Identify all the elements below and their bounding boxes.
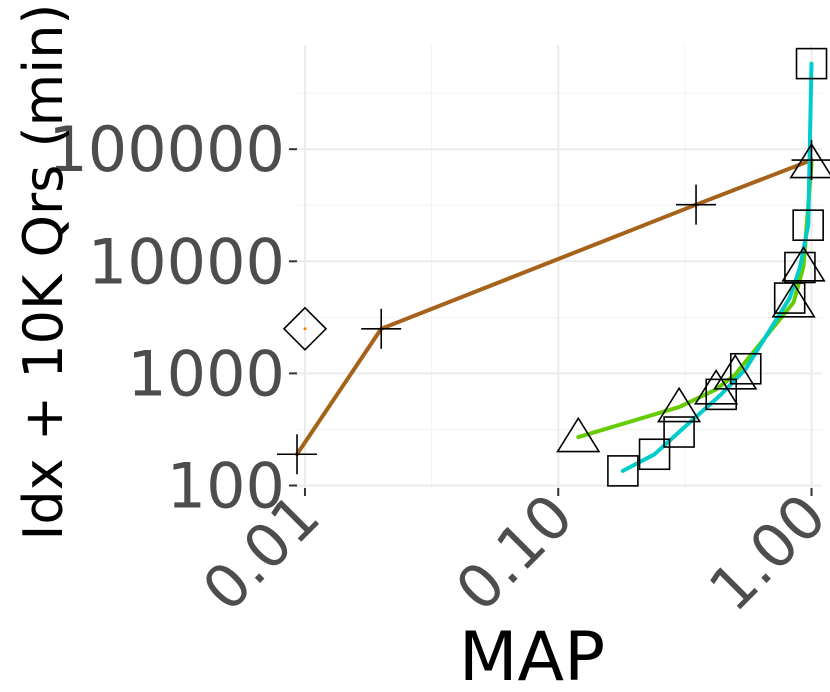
data-point-series-3 <box>607 455 639 487</box>
series-lines <box>295 61 814 473</box>
series-line-1 <box>295 158 814 457</box>
diamond-center-dot <box>303 327 307 331</box>
triangle-marker <box>713 353 758 390</box>
data-point-series-2 <box>789 142 830 179</box>
square-marker <box>705 378 738 411</box>
square-marker <box>729 352 762 385</box>
data-point-series-1 <box>361 308 402 349</box>
y-tick-label: 10000 <box>88 225 285 298</box>
data-point-series-3 <box>795 47 828 80</box>
x-tick-labels: 0.01 0.10 1.00 <box>190 481 830 625</box>
data-point-series-1 <box>676 184 717 225</box>
y-tick-labels: 100 1000 10000 100000 <box>48 113 285 522</box>
triangle-marker <box>656 386 702 423</box>
data-point-series-3 <box>729 352 762 385</box>
triangle-marker <box>781 246 826 282</box>
y-tick-label: 1000 <box>127 337 285 410</box>
data-point-series-3 <box>705 378 738 411</box>
data-point-series-3 <box>638 438 671 471</box>
square-marker <box>638 438 671 471</box>
square-marker <box>663 416 695 448</box>
y-tick-label: 100000 <box>48 113 285 186</box>
data-point-series-3 <box>792 209 824 241</box>
data-point-series-3 <box>663 416 695 448</box>
data-point-series-1 <box>791 140 830 181</box>
data-point-series-4 <box>282 306 328 351</box>
x-tick-label: 0.10 <box>443 481 587 625</box>
data-point-series-2 <box>713 353 758 390</box>
x-axis-title: MAP <box>459 618 605 692</box>
y-axis-title: Idx + 10K Qrs (min) <box>12 4 75 541</box>
y-tick-label: 100 <box>167 450 285 523</box>
data-point-series-2 <box>656 386 702 423</box>
data-point-series-2 <box>556 416 601 453</box>
triangle-marker <box>556 416 601 453</box>
data-point-series-2 <box>781 246 826 282</box>
x-tick-label: 1.00 <box>696 481 830 625</box>
axis-ticks <box>289 148 813 496</box>
grid <box>297 45 822 488</box>
data-point-series-3 <box>784 251 816 284</box>
square-marker <box>792 209 824 241</box>
triangle-marker <box>789 142 830 179</box>
data-point-series-1 <box>277 434 317 475</box>
square-marker <box>607 455 639 487</box>
series-line-3 <box>620 61 814 473</box>
square-marker <box>784 251 816 284</box>
series-line-2 <box>576 161 814 440</box>
series-markers <box>277 47 830 487</box>
square-marker <box>795 47 828 80</box>
diamond-marker <box>282 306 328 351</box>
